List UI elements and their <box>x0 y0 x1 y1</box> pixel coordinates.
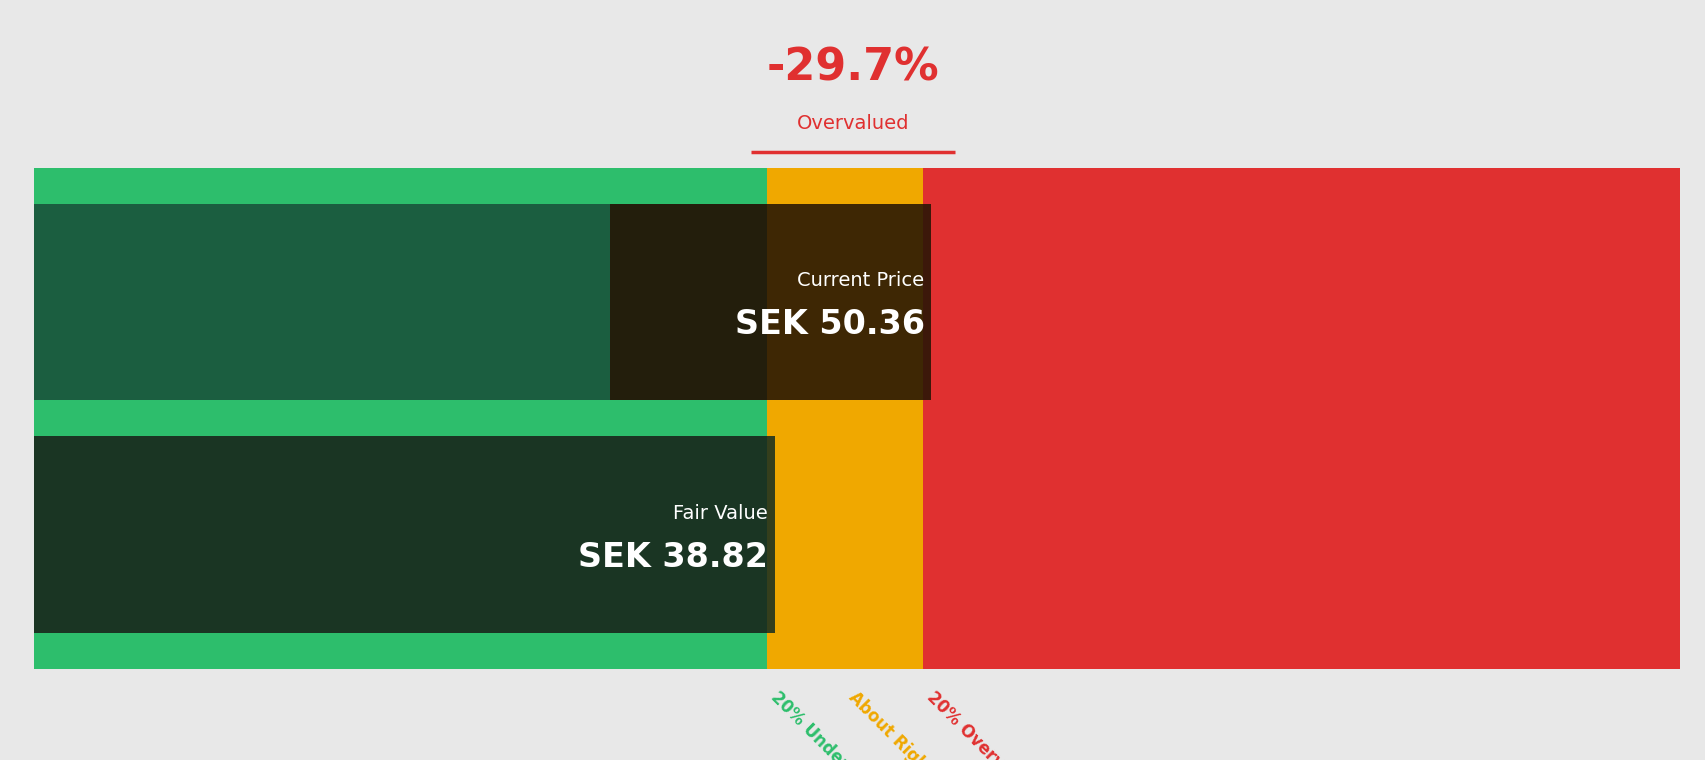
Bar <box>34 632 766 669</box>
Bar <box>922 400 1679 436</box>
Bar <box>34 204 766 400</box>
Bar <box>34 167 766 204</box>
Text: Current Price: Current Price <box>796 271 924 290</box>
Bar <box>34 400 766 436</box>
Bar <box>922 204 1679 400</box>
Bar <box>610 204 931 400</box>
Text: Fair Value: Fair Value <box>673 504 767 523</box>
Text: -29.7%: -29.7% <box>766 47 939 90</box>
Bar <box>34 436 766 632</box>
Text: Overvalued: Overvalued <box>796 113 909 132</box>
Text: 20% Overvalued: 20% Overvalued <box>922 688 1043 760</box>
Bar <box>34 436 774 632</box>
Bar <box>766 204 922 400</box>
Text: About Right: About Right <box>844 688 936 760</box>
Bar <box>766 400 922 436</box>
Bar <box>922 167 1679 204</box>
Bar <box>766 167 922 204</box>
Text: SEK 38.82: SEK 38.82 <box>578 540 767 574</box>
Text: SEK 50.36: SEK 50.36 <box>735 308 924 341</box>
Text: 20% Undervalued: 20% Undervalued <box>766 688 895 760</box>
Bar <box>766 632 922 669</box>
Bar <box>766 436 922 632</box>
Bar <box>922 436 1679 632</box>
Bar <box>922 632 1679 669</box>
